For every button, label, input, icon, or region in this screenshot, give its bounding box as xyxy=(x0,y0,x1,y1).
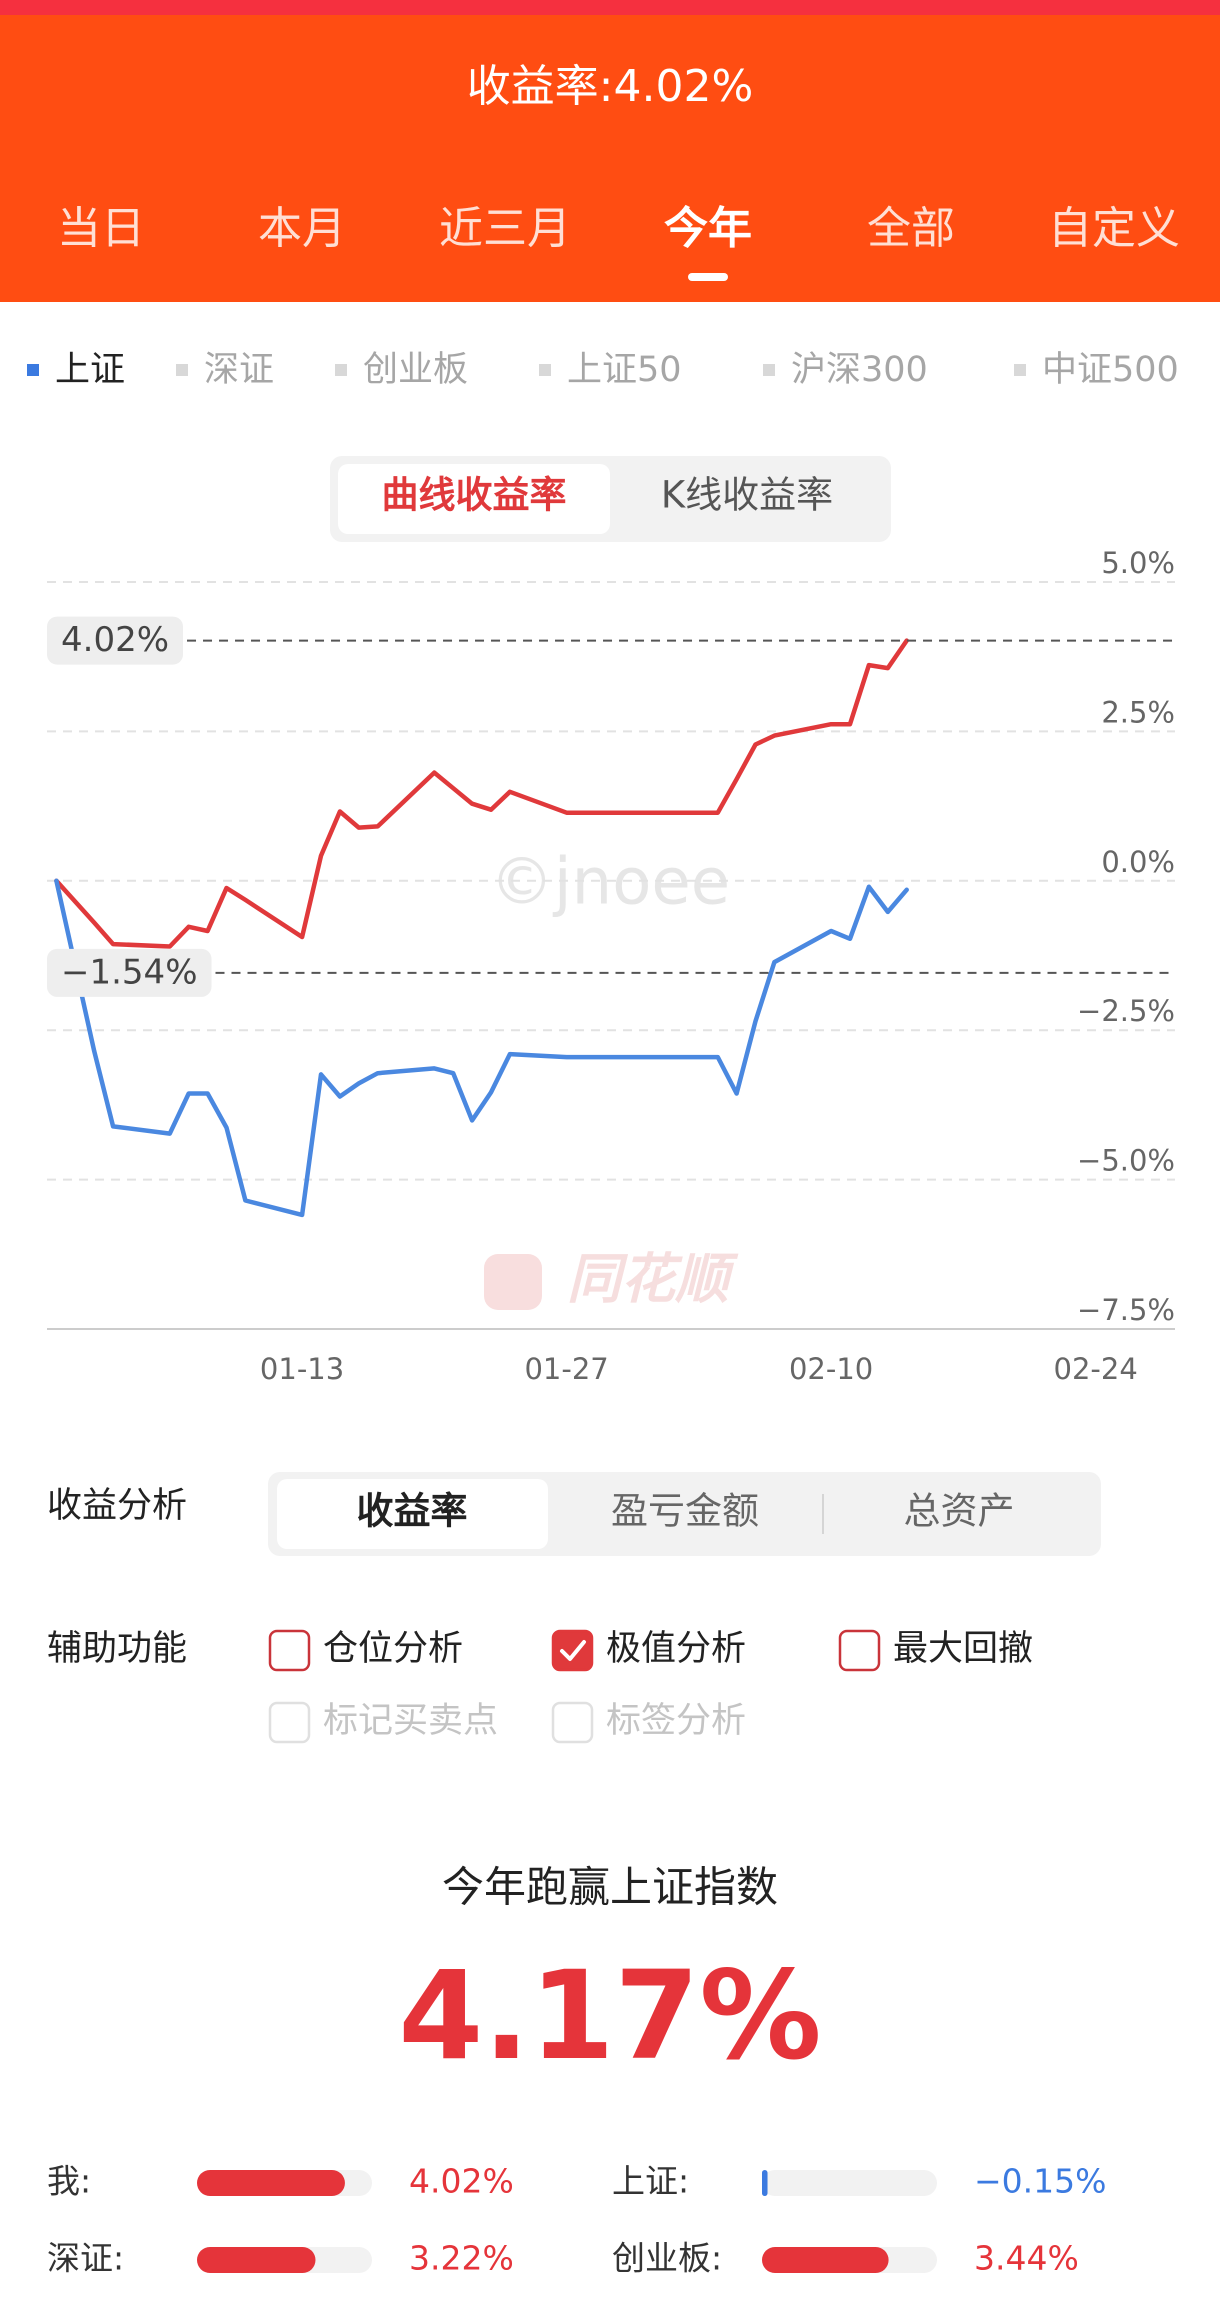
checkbox xyxy=(551,1701,594,1744)
series-line xyxy=(54,638,909,949)
period-tab[interactable]: 全部 xyxy=(867,203,955,254)
watermark: 同花顺 xyxy=(567,1248,739,1311)
comparison-bar xyxy=(197,2247,316,2273)
header-title: 收益率:4.02% xyxy=(467,61,754,112)
comparison-label: 深证: xyxy=(47,2239,124,2278)
comparison-value: 3.22% xyxy=(409,2239,514,2278)
checkbox[interactable] xyxy=(551,1629,594,1672)
period-tab[interactable]: 本月 xyxy=(258,203,346,254)
y-tick-label: 0.0% xyxy=(1101,845,1175,879)
comparison-value: −0.15% xyxy=(974,2162,1106,2201)
x-tick-label: 01-13 xyxy=(260,1352,344,1386)
checkbox-label[interactable]: 仓位分析 xyxy=(323,1629,463,1669)
period-tab[interactable]: 当日 xyxy=(57,203,145,254)
index-marker xyxy=(539,364,551,376)
watermark: ©jnoee xyxy=(490,846,730,920)
y-tick-label: −7.5% xyxy=(1077,1293,1175,1327)
mode-option[interactable]: 曲线收益率 xyxy=(382,474,567,517)
comparison-bar xyxy=(762,2247,889,2273)
index-option[interactable]: 创业板 xyxy=(363,350,468,390)
period-tab[interactable]: 今年 xyxy=(664,203,752,254)
index-marker xyxy=(335,364,347,376)
checkmark xyxy=(560,1640,586,1661)
checkbox-label: 标记买卖点 xyxy=(323,1701,498,1741)
annotation-label: 4.02% xyxy=(61,620,169,660)
y-tick-label: 2.5% xyxy=(1101,695,1175,729)
analysis-option[interactable]: 收益率 xyxy=(357,1490,468,1533)
mode-option[interactable]: K线收益率 xyxy=(661,474,833,517)
comparison-track xyxy=(762,2170,937,2196)
y-tick-label: −5.0% xyxy=(1077,1144,1175,1178)
annotation-box xyxy=(47,948,212,997)
x-tick-label: 02-10 xyxy=(789,1352,873,1386)
index-marker xyxy=(1014,364,1026,376)
index-marker xyxy=(763,364,775,376)
comparison-bar xyxy=(197,2170,345,2196)
x-tick-label: 01-27 xyxy=(524,1352,608,1386)
checkbox xyxy=(268,1701,311,1744)
mode-active-background xyxy=(338,464,610,534)
comparison-value: 3.44% xyxy=(974,2239,1079,2278)
comparison-value: 4.02% xyxy=(409,2162,514,2201)
y-tick-label: −2.5% xyxy=(1077,994,1175,1028)
series-line xyxy=(54,878,909,1218)
comparison-label: 上证: xyxy=(612,2162,689,2201)
checkbox[interactable] xyxy=(838,1629,881,1672)
index-option[interactable]: 深证 xyxy=(204,350,274,390)
summary-value: 4.17% xyxy=(398,1945,821,2087)
period-tab[interactable]: 自定义 xyxy=(1048,203,1180,254)
active-tab-indicator xyxy=(688,273,728,281)
watermark-icon xyxy=(484,1254,542,1310)
period-tab[interactable]: 近三月 xyxy=(439,203,571,254)
checkbox[interactable] xyxy=(268,1629,311,1672)
checkbox-label[interactable]: 最大回撤 xyxy=(893,1629,1033,1669)
segment-active-background xyxy=(277,1479,548,1549)
analysis-option[interactable]: 盈亏金额 xyxy=(611,1490,759,1533)
index-option[interactable]: 沪深300 xyxy=(791,350,928,390)
analysis-label: 收益分析 xyxy=(47,1486,187,1526)
annotation-box xyxy=(47,616,184,665)
summary-title: 今年跑赢上证指数 xyxy=(442,1863,778,1912)
status-strip xyxy=(0,0,1220,15)
aux-label: 辅助功能 xyxy=(47,1629,187,1669)
index-marker xyxy=(27,364,39,376)
checkbox-label[interactable]: 极值分析 xyxy=(606,1629,746,1669)
x-tick-label: 02-24 xyxy=(1054,1352,1138,1386)
header-background xyxy=(0,0,1220,302)
index-option[interactable]: 上证50 xyxy=(567,350,682,390)
comparison-label: 我: xyxy=(47,2162,91,2201)
annotation-label: −1.54% xyxy=(61,952,198,992)
checkbox-label: 标签分析 xyxy=(606,1701,746,1741)
index-option[interactable]: 中证500 xyxy=(1042,350,1179,390)
index-option[interactable]: 上证 xyxy=(55,350,125,390)
index-marker xyxy=(176,364,188,376)
comparison-bar xyxy=(762,2170,768,2196)
y-tick-label: 5.0% xyxy=(1101,546,1175,580)
analysis-option[interactable]: 总资产 xyxy=(904,1490,1015,1533)
comparison-label: 创业板: xyxy=(612,2239,722,2278)
